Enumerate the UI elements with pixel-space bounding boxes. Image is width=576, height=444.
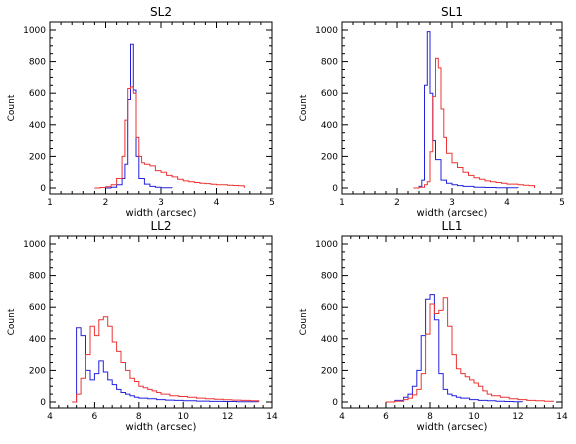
chart-title: SL1 (441, 5, 463, 19)
histogram-series-red (94, 86, 245, 189)
x-tick-label: 8 (136, 412, 142, 422)
x-tick-label: 4 (214, 198, 220, 208)
histogram-series-blue (413, 31, 519, 189)
panel-ll1: LL1 width (arcsec) Count 4 6 8 10 12 14 0 200 400 60… (299, 219, 568, 433)
histogram-series-red (413, 57, 535, 189)
x-tick-label: 4 (47, 412, 53, 422)
plot-frame (341, 235, 563, 409)
y-tick-label: 1000 (23, 26, 46, 36)
x-tick-label: 4 (504, 198, 510, 208)
y-tick-label: 800 (321, 58, 338, 68)
x-tick-label: 14 (556, 412, 568, 422)
histogram-series-red (72, 316, 260, 403)
x-tick-label: 2 (103, 198, 109, 208)
panel-ll2: LL2 width (arcsec) Count 4 6 8 10 12 14 0 200 400 60… (7, 219, 278, 433)
y-tick-label: 200 (29, 152, 46, 162)
x-axis-label: width (arcsec) (126, 208, 197, 219)
chart-title: LL2 (150, 219, 171, 233)
x-tick-label: 3 (449, 198, 455, 208)
plot-frame (49, 235, 273, 409)
y-tick-label: 800 (29, 272, 46, 282)
x-tick-label: 10 (468, 412, 480, 422)
y-tick-label: 600 (321, 89, 338, 99)
histogram-series-red (386, 297, 554, 403)
x-tick-label: 5 (269, 198, 275, 208)
y-tick-label: 800 (321, 272, 338, 282)
x-tick-label: 14 (266, 412, 278, 422)
x-tick-label: 2 (394, 198, 400, 208)
panel-sl1: SL1 width (arcsec) Count 1 2 3 4 5 0 200 400 600 800… (299, 5, 565, 219)
chart-title: LL1 (441, 219, 462, 233)
y-tick-label: 600 (29, 303, 46, 313)
x-tick-label: 5 (559, 198, 565, 208)
x-tick-label: 12 (222, 412, 233, 422)
y-tick-label: 200 (321, 152, 338, 162)
x-axis-label: width (arcsec) (417, 422, 488, 433)
y-tick-label: 0 (40, 398, 46, 408)
y-tick-label: 600 (29, 89, 46, 99)
panel-sl2: SL2 width (arcsec) Count 1 2 3 4 5 0 200 400 600 800… (7, 5, 275, 219)
y-tick-label: 600 (321, 303, 338, 313)
y-axis-label: Count (299, 94, 309, 121)
y-tick-label: 0 (332, 184, 338, 194)
y-axis-label: Count (7, 308, 17, 335)
y-tick-label: 1000 (23, 240, 46, 250)
plot-frame (341, 21, 563, 195)
y-tick-label: 0 (332, 398, 338, 408)
x-tick-label: 1 (339, 198, 345, 208)
y-axis-label: Count (299, 308, 309, 335)
histogram-series-blue (386, 294, 523, 403)
y-tick-label: 400 (29, 121, 46, 131)
histogram-series-blue (72, 327, 260, 403)
y-axis-label: Count (7, 94, 17, 121)
y-tick-label: 400 (29, 335, 46, 345)
x-tick-label: 6 (383, 412, 389, 422)
y-tick-label: 400 (321, 335, 338, 345)
histogram-series-blue (105, 43, 173, 189)
x-tick-label: 3 (158, 198, 164, 208)
x-axis-label: width (arcsec) (126, 422, 197, 433)
x-tick-label: 4 (339, 412, 345, 422)
x-tick-label: 6 (92, 412, 98, 422)
plot-frame (49, 21, 273, 195)
y-tick-label: 0 (40, 184, 46, 194)
y-tick-label: 400 (321, 121, 338, 131)
chart-title: SL2 (150, 5, 172, 19)
y-tick-label: 200 (29, 366, 46, 376)
x-tick-label: 1 (47, 198, 53, 208)
y-tick-label: 800 (29, 58, 46, 68)
x-axis-label: width (arcsec) (417, 208, 488, 219)
y-tick-label: 200 (321, 366, 338, 376)
x-tick-label: 8 (427, 412, 433, 422)
y-tick-label: 1000 (315, 240, 338, 250)
x-tick-label: 10 (177, 412, 189, 422)
y-tick-label: 1000 (315, 26, 338, 36)
x-tick-label: 12 (512, 412, 523, 422)
